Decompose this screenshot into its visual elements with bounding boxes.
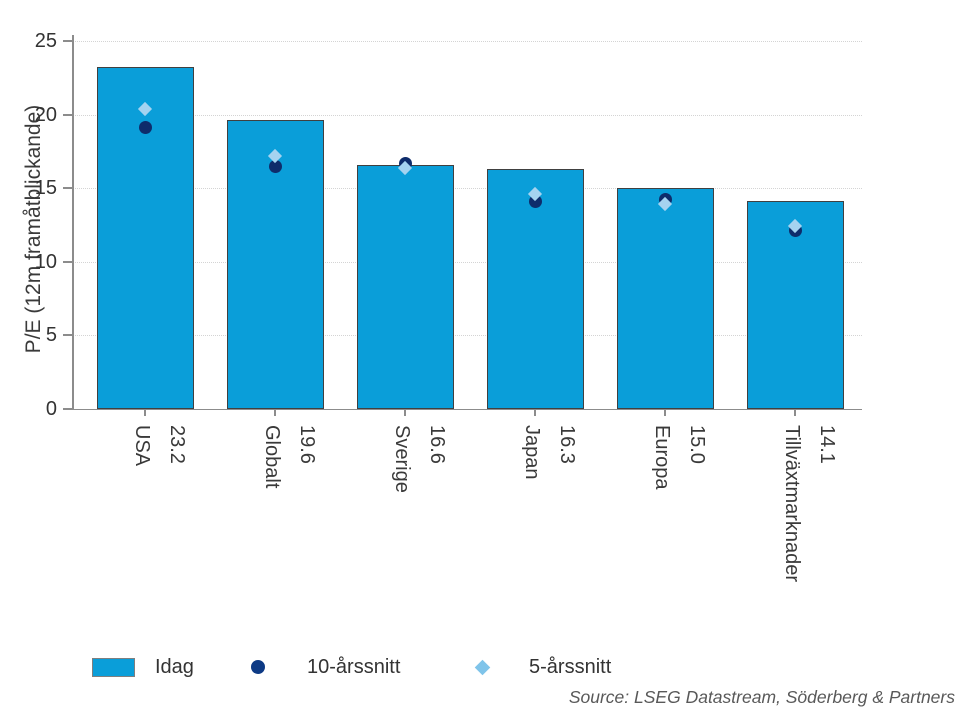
bar (486, 169, 584, 409)
gridline (73, 188, 862, 190)
y-tick-label: 0 (45, 398, 57, 420)
bar (356, 164, 454, 409)
gridline (73, 114, 862, 116)
x-category-value-label: 23.2 (166, 425, 188, 464)
diamond-swatch-icon (474, 659, 491, 675)
y-tick-mark (63, 334, 73, 337)
x-category-label: Europa (651, 425, 673, 490)
y-tick-label: 20 (34, 103, 57, 126)
legend-label: 10-årssnitt (307, 655, 401, 678)
source-note: Source: LSEG Datastream, Söderberg & Par… (568, 687, 955, 707)
gridline (73, 261, 862, 263)
legend-item-10-arssnitt: 10-årssnitt (251, 649, 400, 685)
x-category-label: USA (131, 425, 153, 467)
bar-swatch-icon (92, 657, 135, 677)
x-axis-line (72, 408, 862, 410)
gridline (73, 335, 862, 337)
legend-item-idag: Idag (92, 649, 194, 685)
x-tick-mark (794, 410, 796, 416)
y-tick-mark (63, 113, 73, 116)
y-tick-label: 5 (45, 324, 57, 347)
circle-swatch-icon (251, 660, 265, 674)
x-tick-mark (274, 410, 276, 416)
x-tick-mark (144, 410, 146, 416)
y-tick-label: 10 (34, 250, 57, 273)
bar (96, 67, 194, 409)
legend-item-5-arssnitt: 5-årssnitt (474, 649, 612, 685)
legend-label: Idag (155, 655, 194, 678)
gridline (73, 41, 862, 42)
bar (616, 188, 714, 409)
x-category-label: Tillväxtmarknader (781, 425, 803, 583)
x-category-value-label: 19.6 (296, 425, 318, 464)
x-category-value-label: 14.1 (816, 425, 838, 464)
y-tick-label: 15 (34, 177, 57, 200)
y-tick-mark (63, 187, 73, 190)
y-tick-label: 25 (34, 30, 57, 52)
x-category-label: Globalt (261, 425, 283, 489)
x-tick-mark (404, 410, 406, 416)
y-tick-mark (63, 40, 73, 42)
y-tick-mark (63, 408, 73, 410)
y-axis-line (72, 35, 74, 409)
ten-year-average-marker (138, 121, 152, 135)
x-category-value-label: 15.0 (686, 425, 708, 464)
legend: Idag 10-årssnitt 5-årssnitt (0, 649, 961, 685)
x-tick-mark (534, 410, 536, 416)
x-category-value-label: 16.6 (426, 425, 448, 464)
x-category-label: Japan (521, 425, 543, 480)
y-tick-mark (63, 260, 73, 263)
x-tick-mark (664, 410, 666, 416)
x-category-label: Sverige (391, 425, 413, 493)
legend-label: 5-årssnitt (529, 655, 612, 678)
x-category-value-label: 16.3 (556, 425, 578, 464)
ten-year-average-marker (268, 159, 282, 173)
